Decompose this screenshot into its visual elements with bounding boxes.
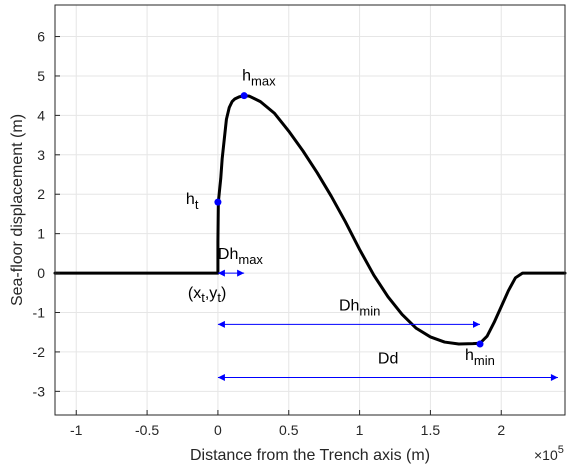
x-exponent-power: 5 xyxy=(558,444,564,456)
range-label-sub: max xyxy=(238,252,263,267)
y-tick-label: 0 xyxy=(37,265,45,281)
y-tick-label: 5 xyxy=(37,68,45,84)
x-tick-label: -1 xyxy=(70,422,83,438)
range-arrow-end xyxy=(237,269,245,277)
range-label: Dhmin xyxy=(339,297,380,318)
y-tick-label: 6 xyxy=(37,29,45,45)
range-label-text: Dd xyxy=(378,351,398,368)
point-label: hmin xyxy=(465,347,495,368)
origin-label-part: ,y xyxy=(205,285,217,302)
x-exponent: ×105 xyxy=(534,444,564,463)
x-exponent-base: ×10 xyxy=(534,447,558,463)
ticks: -1 -0.5 0 0.5 1 1.5 2 -3 -2 -1 0 1 2 3 4 5 6 xyxy=(33,29,506,438)
y-tick-label: -2 xyxy=(33,344,46,360)
displacement-curve xyxy=(53,94,567,346)
y-axis-label: Sea-floor displacement (m) xyxy=(9,114,26,306)
marker-point xyxy=(476,340,484,348)
origin-label-part: t xyxy=(201,290,205,305)
y-tick-label: 4 xyxy=(37,107,45,123)
range-label: Dd xyxy=(378,351,398,368)
marker-point xyxy=(214,198,222,206)
point-label: hmax xyxy=(242,68,276,89)
range-arrow-start xyxy=(217,374,225,382)
origin-label: (xt,yt) xyxy=(188,285,226,305)
x-axis-label: Distance from the Trench axis (m) xyxy=(190,447,430,464)
x-tick-label: 2 xyxy=(497,422,505,438)
point-label: ht xyxy=(186,191,199,212)
range-label: Dhmax xyxy=(218,246,264,267)
marker-point xyxy=(240,92,248,100)
range-label-text: Dh xyxy=(218,246,238,263)
x-tick-label: 1 xyxy=(356,422,364,438)
axes-box xyxy=(54,4,566,416)
origin-label-part: (x xyxy=(188,285,201,302)
y-tick-label: 3 xyxy=(37,147,45,163)
point-label-text: h xyxy=(242,68,251,85)
y-tick-label: 1 xyxy=(37,226,45,242)
range-arrow-start xyxy=(217,269,225,277)
origin-label-part: ) xyxy=(221,285,226,302)
y-tick-label: 2 xyxy=(37,186,45,202)
x-tick-label: 0.5 xyxy=(279,422,299,438)
point-label-sub: max xyxy=(251,74,276,89)
curve-layer xyxy=(53,94,567,346)
grid xyxy=(55,5,565,415)
point-label-sub: t xyxy=(195,197,199,212)
range-label-sub: min xyxy=(359,303,380,318)
origin-label-part: t xyxy=(217,290,221,305)
x-tick-label: 0 xyxy=(214,422,222,438)
range-arrow-end xyxy=(550,374,558,382)
x-tick-label: 1.5 xyxy=(421,422,441,438)
y-tick-label: -1 xyxy=(33,305,46,321)
range-arrow-start xyxy=(217,320,225,328)
range-label-text: Dh xyxy=(339,297,359,314)
point-label-text: h xyxy=(465,347,474,364)
range-arrow-end xyxy=(473,320,480,328)
y-tick-label: -3 xyxy=(33,383,46,399)
x-tick-label: -0.5 xyxy=(135,422,159,438)
point-label-sub: min xyxy=(474,353,495,368)
point-label-text: h xyxy=(186,191,195,208)
